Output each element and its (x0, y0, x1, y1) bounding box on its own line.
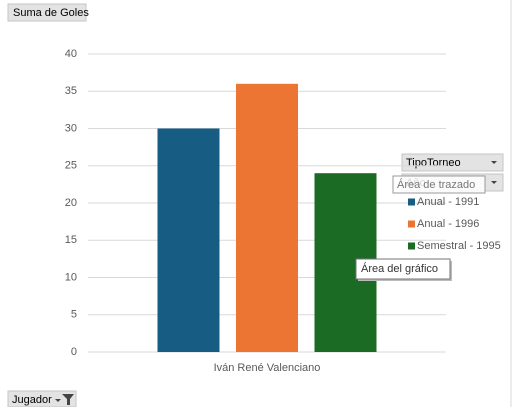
legend-field-button[interactable]: TipoTorneo (401, 153, 504, 172)
y-tick-label: 5 (71, 309, 77, 321)
button-label: Jugador (12, 394, 52, 406)
legend-swatch (408, 242, 415, 250)
y-tick-label: 10 (65, 271, 77, 283)
x-tick-label: Iván René Valenciano (214, 362, 321, 374)
tooltip: Área del gráfico (355, 258, 452, 281)
dropdown-arrow (491, 161, 497, 164)
legend-label: Anual - 1991 (417, 196, 479, 208)
tooltip-bg (355, 258, 451, 280)
button-bg (7, 390, 77, 407)
legend-label: Anual - 1996 (417, 218, 479, 230)
filter-icon (62, 394, 74, 405)
dropdown-arrow (491, 181, 497, 184)
tooltip-text: Área de trazado (397, 178, 475, 191)
y-tick-label: 25 (65, 160, 77, 172)
y-tick-label: 40 (65, 48, 77, 60)
y-tick-label: 15 (65, 234, 77, 246)
button-bg (7, 3, 87, 22)
bar (157, 128, 220, 352)
button-label: TipoTorneo (406, 157, 461, 169)
legend-swatch (408, 220, 415, 228)
tooltip: Área de trazado (392, 175, 486, 194)
tooltip-text: Área del gráfico (361, 262, 438, 275)
y-tick-label: 35 (65, 85, 77, 97)
value-field-button[interactable]: Suma de Goles (7, 3, 89, 22)
tooltip-bg (392, 175, 486, 194)
y-tick-label: 30 (65, 122, 77, 134)
dropdown-arrow (55, 399, 61, 402)
axis-field-button[interactable]: Jugador (7, 390, 77, 407)
legend-swatch (408, 198, 415, 206)
legend-label: Semestral - 1995 (417, 240, 501, 252)
bar (236, 83, 298, 353)
button-bg (401, 153, 504, 172)
y-tick-label: 20 (65, 197, 77, 209)
y-tick-label: 0 (71, 346, 77, 358)
button-label: Suma de Goles (13, 7, 89, 19)
